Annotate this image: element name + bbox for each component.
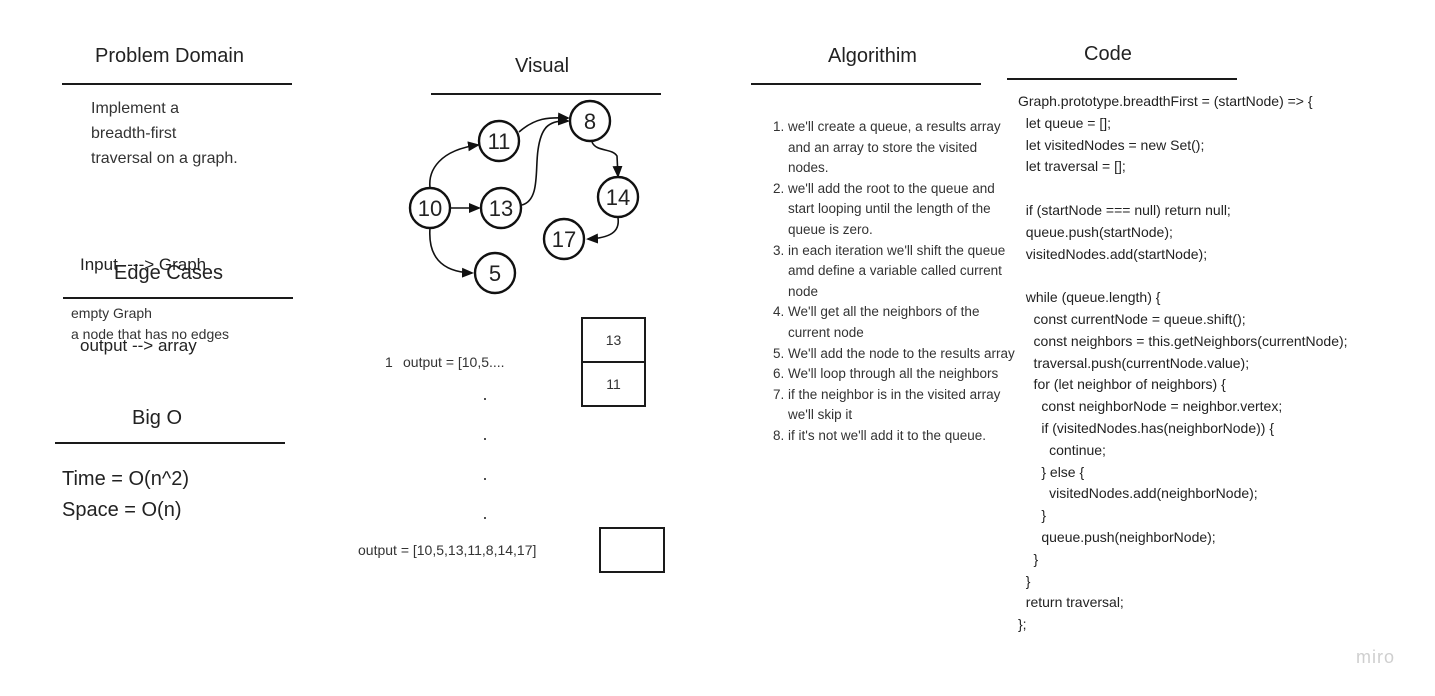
edge-8-14 bbox=[591, 141, 623, 178]
graph-node-14: 14 bbox=[596, 175, 640, 219]
edge-cases-list: empty Graph a node that has no edges bbox=[71, 303, 229, 345]
time-complexity: Time = O(n^2) bbox=[62, 468, 190, 490]
code-line: traversal.push(currentNode.value); bbox=[1018, 354, 1250, 371]
visual-title: Visual bbox=[515, 55, 570, 77]
code-line: let queue = []; bbox=[1018, 114, 1112, 131]
ellipsis-dot: · bbox=[482, 507, 488, 527]
complexity-block: Time = O(n^2) Space = O(n) bbox=[62, 464, 189, 526]
graph-node-label: 11 bbox=[488, 129, 511, 154]
graph-node-label: 13 bbox=[489, 196, 513, 221]
edge-case-item: a node that has no edges bbox=[71, 326, 230, 342]
empty-queue-box bbox=[599, 527, 665, 573]
edge-14-17 bbox=[586, 217, 619, 244]
code-line: for (let neighbor of neighbors) { bbox=[1018, 376, 1226, 393]
code-line: } bbox=[1018, 507, 1047, 524]
code-line: } else { bbox=[1018, 463, 1085, 480]
code-block: Graph.prototype.breadthFirst = (startNod… bbox=[1018, 91, 1348, 636]
code-line: let visitedNodes = new Set(); bbox=[1018, 136, 1205, 153]
graph-node-11: 11 bbox=[477, 119, 521, 163]
algorithm-divider bbox=[751, 83, 981, 85]
code-line: let traversal = []; bbox=[1018, 158, 1126, 175]
algorithm-step: if it's not we'll add it to the queue. bbox=[788, 426, 1018, 447]
code-line: const currentNode = queue.shift(); bbox=[1018, 310, 1246, 327]
edge-10-5 bbox=[429, 227, 474, 278]
code-line: queue.push(startNode); bbox=[1018, 223, 1173, 240]
code-line: } bbox=[1018, 572, 1031, 589]
edge-10-11 bbox=[429, 141, 480, 189]
code-line: continue; bbox=[1018, 441, 1106, 458]
code-divider bbox=[1007, 78, 1237, 80]
graph-node-label: 14 bbox=[606, 185, 630, 210]
code-line: Graph.prototype.breadthFirst = (startNod… bbox=[1018, 93, 1313, 109]
code-line: while (queue.length) { bbox=[1018, 289, 1161, 306]
graph-node-label: 5 bbox=[489, 261, 501, 286]
queue-item-label: 11 bbox=[606, 376, 621, 392]
edge-13-8 bbox=[521, 115, 570, 206]
problem-description-line: traversal on a graph. bbox=[91, 150, 238, 167]
final-output: output = [10,5,13,11,8,14,17] bbox=[358, 542, 537, 558]
algorithm-step: We'll add the node to the results array bbox=[788, 344, 1018, 365]
code-line: visitedNodes.add(startNode); bbox=[1018, 245, 1208, 262]
code-line: return traversal; bbox=[1018, 594, 1124, 611]
algorithm-step: in each iteration we'll shift the queue … bbox=[788, 241, 1018, 303]
visual-divider bbox=[431, 93, 661, 95]
big-o-divider bbox=[55, 442, 285, 444]
big-o-title: Big O bbox=[132, 407, 183, 429]
graph-node-5: 5 bbox=[473, 251, 517, 295]
code-line: visitedNodes.add(neighborNode); bbox=[1018, 485, 1258, 502]
edge-case-item: empty Graph bbox=[71, 305, 152, 321]
algorithm-step: We'll get all the neighbors of the curre… bbox=[788, 302, 1018, 343]
problem-description-line: breadth-first bbox=[91, 125, 177, 142]
code-line: if (visitedNodes.has(neighborNode)) { bbox=[1018, 419, 1275, 436]
code-line: const neighborNode = neighbor.vertex; bbox=[1018, 398, 1283, 415]
code-line: ​ bbox=[1018, 178, 1348, 200]
input-spec: Input ---> Graph bbox=[80, 255, 207, 274]
algorithm-step: if the neighbor is in the visited array … bbox=[788, 385, 1018, 426]
problem-domain-title: Problem Domain bbox=[95, 45, 244, 67]
problem-description: Implement a breadth-first traversal on a… bbox=[91, 96, 238, 171]
code-line: }; bbox=[1018, 616, 1027, 633]
graph-node-13: 13 bbox=[479, 186, 523, 230]
algorithm-step: We'll loop through all the neighbors bbox=[788, 364, 1018, 385]
problem-description-line: Implement a bbox=[91, 100, 180, 117]
graph-node-label: 8 bbox=[584, 109, 596, 134]
code-line: queue.push(neighborNode); bbox=[1018, 528, 1216, 545]
io-spec: Input ---> Graph output --> array bbox=[80, 197, 206, 386]
output-spec: output --> array bbox=[80, 336, 197, 355]
code-title: Code bbox=[1084, 43, 1132, 65]
partial-output: output = [10,5.... bbox=[403, 354, 505, 370]
ellipsis-dot: · bbox=[482, 468, 488, 488]
queue-item: 13 bbox=[581, 317, 646, 363]
graph-node-label: 17 bbox=[552, 227, 576, 252]
graph-node-17: 17 bbox=[542, 217, 586, 261]
algorithm-title: Algorithim bbox=[828, 45, 917, 67]
graph-node-label: 10 bbox=[418, 196, 442, 221]
queue-item-label: 13 bbox=[605, 332, 622, 348]
code-line: ​ bbox=[1018, 265, 1348, 287]
graph-node-10: 10 bbox=[408, 186, 452, 230]
algorithm-step: we'll add the root to the queue and star… bbox=[788, 179, 1018, 241]
code-line: const neighbors = this.getNeighbors(curr… bbox=[1018, 332, 1348, 349]
problem-domain-divider bbox=[62, 83, 292, 85]
algorithm-step: we'll create a queue, a results array an… bbox=[788, 117, 1018, 179]
code-line: } bbox=[1018, 550, 1039, 567]
ellipsis-dot: · bbox=[482, 388, 488, 408]
queue-item: 11 bbox=[581, 361, 646, 407]
step-label: 1 bbox=[385, 354, 393, 370]
algorithm-steps: we'll create a queue, a results array an… bbox=[764, 117, 1018, 447]
graph-node-8: 8 bbox=[568, 99, 612, 143]
code-line: if (startNode === null) return null; bbox=[1018, 201, 1231, 218]
edge-cases-divider bbox=[63, 297, 293, 299]
space-complexity: Space = O(n) bbox=[62, 499, 182, 521]
miro-watermark: miro bbox=[1356, 647, 1395, 667]
ellipsis-dot: · bbox=[482, 428, 488, 448]
edge-cases-title: Edge Cases bbox=[114, 262, 223, 284]
